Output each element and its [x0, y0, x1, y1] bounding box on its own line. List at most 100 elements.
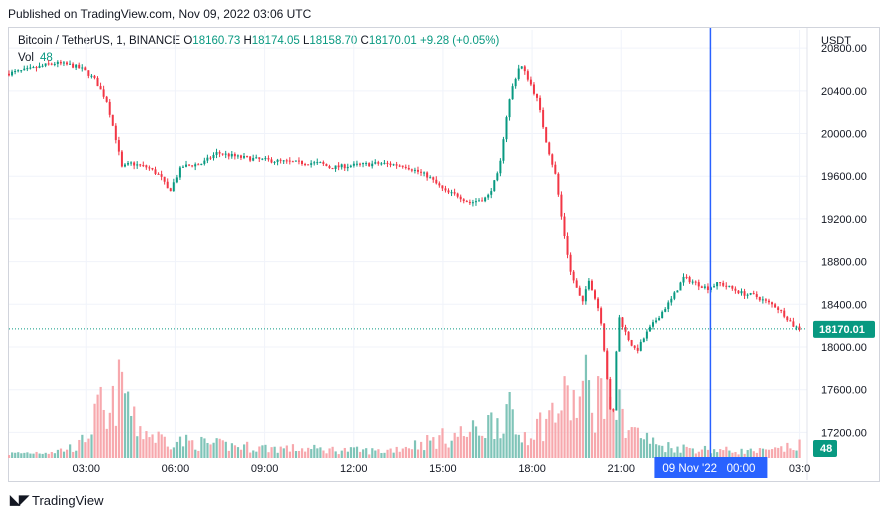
volume-bar: [401, 448, 404, 458]
candle-body: [484, 197, 487, 202]
low-label: L: [302, 35, 310, 47]
candle-body: [69, 63, 72, 65]
last-price-value: 18170.01: [819, 324, 865, 336]
candle-body: [130, 162, 133, 164]
candle-body: [435, 179, 438, 184]
volume-bar: [618, 389, 621, 458]
volume-bar: [291, 444, 295, 458]
candle-body: [371, 163, 374, 167]
candle-body: [209, 157, 212, 159]
candle-body: [789, 320, 792, 322]
tradingview-brand[interactable]: ◣◤ TradingView: [10, 492, 104, 508]
candle-body: [258, 157, 261, 159]
candle-body: [160, 174, 163, 177]
candle-body: [243, 156, 246, 158]
volume-bar: [395, 446, 398, 458]
volume-bar: [130, 415, 133, 458]
volume-bar: [581, 380, 584, 458]
candle-body: [725, 285, 728, 287]
candle-body: [771, 302, 774, 305]
candle-body: [627, 331, 630, 341]
candle-body: [471, 202, 474, 204]
volume-bar: [444, 443, 447, 458]
volume-bar: [624, 437, 627, 458]
volume-bar: [716, 452, 719, 458]
high-value: 18174.05: [251, 35, 300, 47]
candle-body: [96, 77, 99, 87]
volume-bar: [17, 452, 20, 458]
candle-body: [368, 163, 371, 167]
candle-body: [740, 291, 743, 294]
volume-bar: [297, 450, 301, 458]
volume-bar: [468, 431, 472, 458]
volume-bar: [185, 434, 188, 458]
candle-body: [291, 161, 294, 163]
candle-body: [84, 67, 87, 71]
volume-bar: [404, 446, 407, 458]
candle-body: [297, 160, 300, 162]
candle-body: [127, 163, 130, 165]
candle-body: [276, 159, 279, 162]
volume-bar: [487, 415, 490, 458]
candle-body: [395, 164, 398, 166]
volume-bar: [123, 393, 127, 458]
volume-bar: [304, 451, 307, 458]
volume-bar: [169, 449, 172, 458]
time-axis: 03:00 06:00 09:00 12:00 15:00 18:00 21:00 03:0: [73, 463, 811, 475]
candle-body: [633, 345, 636, 348]
volume-bar: [636, 427, 639, 458]
volume-bar: [288, 451, 291, 458]
candle-body: [362, 163, 365, 165]
candle-body: [444, 188, 447, 191]
volume-bar: [380, 452, 383, 458]
volume-bar: [267, 452, 270, 458]
candle-body: [267, 158, 270, 160]
volume-bar: [38, 453, 41, 458]
volume-bar: [343, 447, 346, 458]
candle-body: [178, 167, 181, 178]
volume-bar: [536, 418, 539, 458]
volume-bar: [478, 435, 481, 458]
volume-bar: [197, 450, 200, 458]
volume-bar: [432, 437, 435, 458]
y-tick-label: 20000.00: [821, 129, 867, 141]
volume-bar: [719, 449, 722, 458]
volume-bar: [371, 448, 374, 458]
candle-body: [325, 163, 328, 167]
volume-bar: [209, 444, 212, 458]
volume-bar: [233, 445, 237, 458]
volume-bar: [752, 451, 755, 458]
volume-bar: [108, 412, 111, 458]
volume-bar: [206, 442, 209, 458]
volume-bar: [471, 420, 475, 458]
candle-body: [416, 169, 419, 172]
candle-body: [413, 169, 416, 171]
candle-body: [304, 164, 307, 166]
candle-body: [737, 290, 740, 294]
candle-body: [645, 331, 648, 339]
candle-body: [697, 282, 700, 287]
volume-bar: [420, 441, 423, 458]
last-volume-badge: 48: [813, 440, 837, 457]
candle-body: [307, 164, 310, 166]
volume-bar: [47, 453, 50, 458]
volume-bar: [386, 449, 389, 458]
volume-bar: [285, 445, 288, 458]
volume-bar: [792, 450, 795, 458]
volume-bar: [337, 454, 340, 458]
candle-body: [285, 160, 288, 162]
candle-body: [47, 63, 50, 65]
volume-bar: [96, 394, 99, 458]
x-tick-label: 03:0: [789, 463, 810, 475]
volume-bar: [252, 450, 255, 458]
candle-body: [600, 308, 603, 324]
volume-bar: [633, 427, 636, 458]
vol-label[interactable]: Vol: [18, 52, 34, 64]
symbol-name[interactable]: Bitcoin / TetherUS, 1, BINANCE: [18, 35, 181, 47]
volume-bar: [163, 436, 166, 458]
volume-bar: [511, 409, 514, 458]
candle-body: [197, 164, 200, 166]
volume-bar: [133, 406, 136, 458]
candle-body: [377, 162, 380, 164]
